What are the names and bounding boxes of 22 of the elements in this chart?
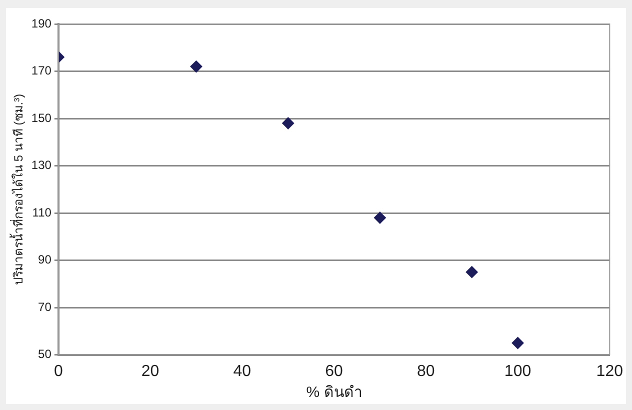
- x-tick-label: 100: [504, 362, 532, 380]
- x-axis-title: % ดินดำ: [306, 384, 362, 402]
- x-tick-label: 20: [141, 362, 160, 380]
- point: [374, 212, 386, 224]
- x-tick-label: 120: [596, 362, 624, 380]
- point: [282, 117, 294, 130]
- y-tick-label: 70: [38, 300, 52, 314]
- y-tick-label: 130: [31, 158, 52, 172]
- x-tick-label: 0: [54, 362, 63, 380]
- y-tick-label: 170: [31, 64, 52, 78]
- y-tick-label: 110: [32, 205, 52, 220]
- y-tick-label: 90: [38, 252, 52, 267]
- y-axis-title: ปริมาตรน้ำที่กรองได้ใน 5 นาที (ซม.³): [10, 94, 26, 285]
- point: [466, 266, 478, 278]
- x-tick-label: 80: [417, 362, 435, 380]
- point: [190, 60, 202, 73]
- y-tick-label: 190: [31, 16, 52, 30]
- x-tick-label: 60: [325, 362, 344, 380]
- y-tick-label: 50: [38, 347, 52, 362]
- y-tick-label: 150: [31, 110, 52, 125]
- x-tick-label: 40: [233, 362, 252, 380]
- point: [512, 336, 524, 349]
